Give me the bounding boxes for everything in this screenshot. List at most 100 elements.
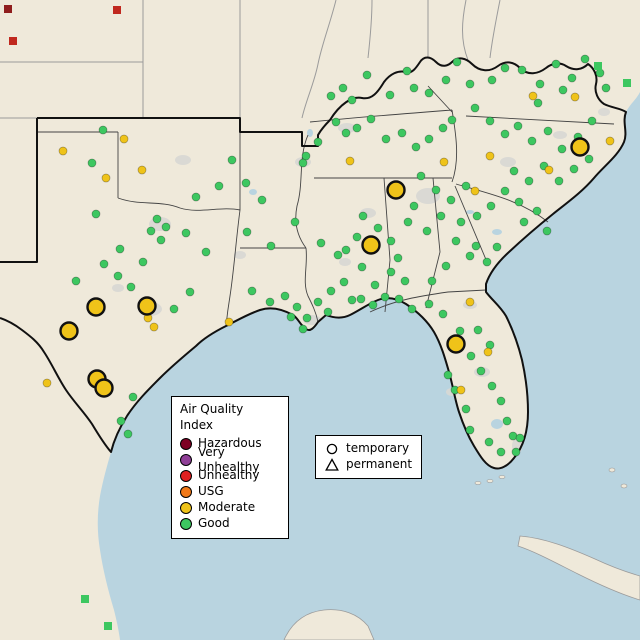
monitor-point-moderate: [570, 92, 580, 102]
monitor-point-good: [403, 217, 413, 227]
square-marker: [104, 622, 112, 630]
monitor-point-moderate: [470, 186, 480, 196]
monitor-point-good: [500, 129, 510, 139]
monitor-point-moderate: [119, 134, 129, 144]
monitor-point-good: [535, 79, 545, 89]
monitor-point-good: [470, 103, 480, 113]
aqi-legend-items: Hazardous Very Unhealthy Unhealthy USG Moder…: [180, 436, 280, 532]
legend-item-permanent: permanent: [325, 457, 412, 473]
monitor-point-moderate: [58, 146, 68, 156]
monitor-point-good: [532, 206, 542, 216]
monitor-point-moderate: [528, 91, 538, 101]
aqi-color-dot-icon: [180, 518, 192, 530]
monitor-point-good: [580, 54, 590, 64]
monitor-point-good: [185, 287, 195, 297]
monitor-point-good: [339, 277, 349, 287]
monitor-point-good: [484, 437, 494, 447]
monitor-point-good: [509, 166, 519, 176]
monitor-point-good: [519, 217, 529, 227]
aqi-legend-label: Hazardous: [198, 436, 262, 451]
monitor-point-good: [486, 201, 496, 211]
monitor-point-good: [91, 209, 101, 219]
monitor-point-good: [214, 181, 224, 191]
monitor-point-good: [496, 396, 506, 406]
monitor-point-good: [431, 185, 441, 195]
aqi-legend-item: Very Unhealthy: [180, 445, 280, 474]
monitor-point-moderate-large: [86, 297, 106, 317]
monitor-point-moderate-large: [137, 296, 157, 316]
monitor-point-good: [465, 425, 475, 435]
monitor-point-good: [265, 297, 275, 307]
monitor-point-good: [465, 251, 475, 261]
monitor-point-good: [115, 244, 125, 254]
monitor-point-good: [400, 276, 410, 286]
aqi-legend-item: Hazardous: [180, 436, 280, 452]
monitor-point-good: [380, 292, 390, 302]
monitor-point-good: [584, 154, 594, 164]
monitor-point-good: [302, 313, 312, 323]
monitor-point-good: [257, 195, 267, 205]
monitor-point-good: [331, 117, 341, 127]
aqi-legend-item: USG: [180, 484, 280, 500]
monitor-point-good: [381, 134, 391, 144]
legend-item-temporary: temporary: [325, 441, 412, 457]
aqi-legend: Air Quality Index Hazardous Very Unhealth…: [171, 396, 289, 539]
monitor-point-good: [352, 123, 362, 133]
monitor-point-good: [511, 447, 521, 457]
monitor-point-moderate: [101, 173, 111, 183]
monitor-point-good: [451, 236, 461, 246]
monitor-point-good: [113, 271, 123, 281]
monitor-point-good: [542, 226, 552, 236]
monitor-point-good: [443, 370, 453, 380]
monitor-point-good: [513, 121, 523, 131]
monitor-point-good: [502, 416, 512, 426]
monitor-point-good: [347, 295, 357, 305]
monitor-point-good: [567, 73, 577, 83]
lakes: [249, 129, 503, 429]
monitor-point-good: [422, 226, 432, 236]
monitor-point-good: [242, 227, 252, 237]
monitor-point-good: [156, 235, 166, 245]
triangle-icon: [325, 458, 339, 471]
monitor-point-good: [533, 98, 543, 108]
aqi-legend-label: USG: [198, 484, 224, 499]
monitor-point-moderate: [224, 317, 234, 327]
monitor-point-good: [407, 304, 417, 314]
monitor-point-good: [347, 95, 357, 105]
monitor-point-good: [227, 155, 237, 165]
monitor-point-good: [402, 66, 412, 76]
aqi-color-dot-icon: [180, 486, 192, 498]
monitor-point-good: [461, 404, 471, 414]
monitor-point-good: [386, 236, 396, 246]
monitor-point-good: [280, 291, 290, 301]
aqi-color-dot-icon: [180, 502, 192, 514]
monitor-marker-layer: [4, 5, 631, 630]
monitor-point-good: [370, 280, 380, 290]
square-marker: [9, 37, 17, 45]
monitor-point-moderate-large: [94, 378, 114, 398]
yucatan-peninsula: [283, 609, 375, 640]
aqi-color-dot-icon: [180, 470, 192, 482]
monitor-point-good: [123, 429, 133, 439]
monitor-point-good: [527, 136, 537, 146]
monitor-point-good: [456, 217, 466, 227]
monitor-point-good: [441, 75, 451, 85]
monitor-point-good: [352, 232, 362, 242]
monitor-point-good: [357, 262, 367, 272]
monitor-point-good: [338, 83, 348, 93]
aqi-legend-title: Air Quality Index: [180, 402, 244, 432]
monitor-point-good: [201, 247, 211, 257]
monitor-point-good: [385, 90, 395, 100]
shape-legend: temporary permanent: [315, 435, 423, 479]
monitor-point-moderate: [42, 378, 52, 388]
aqi-color-dot-icon: [180, 438, 192, 450]
monitor-point-good: [476, 366, 486, 376]
monitor-point-good: [427, 276, 437, 286]
monitor-point-good: [409, 201, 419, 211]
aqi-legend-item: Moderate: [180, 500, 280, 516]
monitor-point-good: [416, 171, 426, 181]
monitor-point-good: [500, 186, 510, 196]
monitor-point-good: [362, 70, 372, 80]
monitor-point-good: [492, 242, 502, 252]
